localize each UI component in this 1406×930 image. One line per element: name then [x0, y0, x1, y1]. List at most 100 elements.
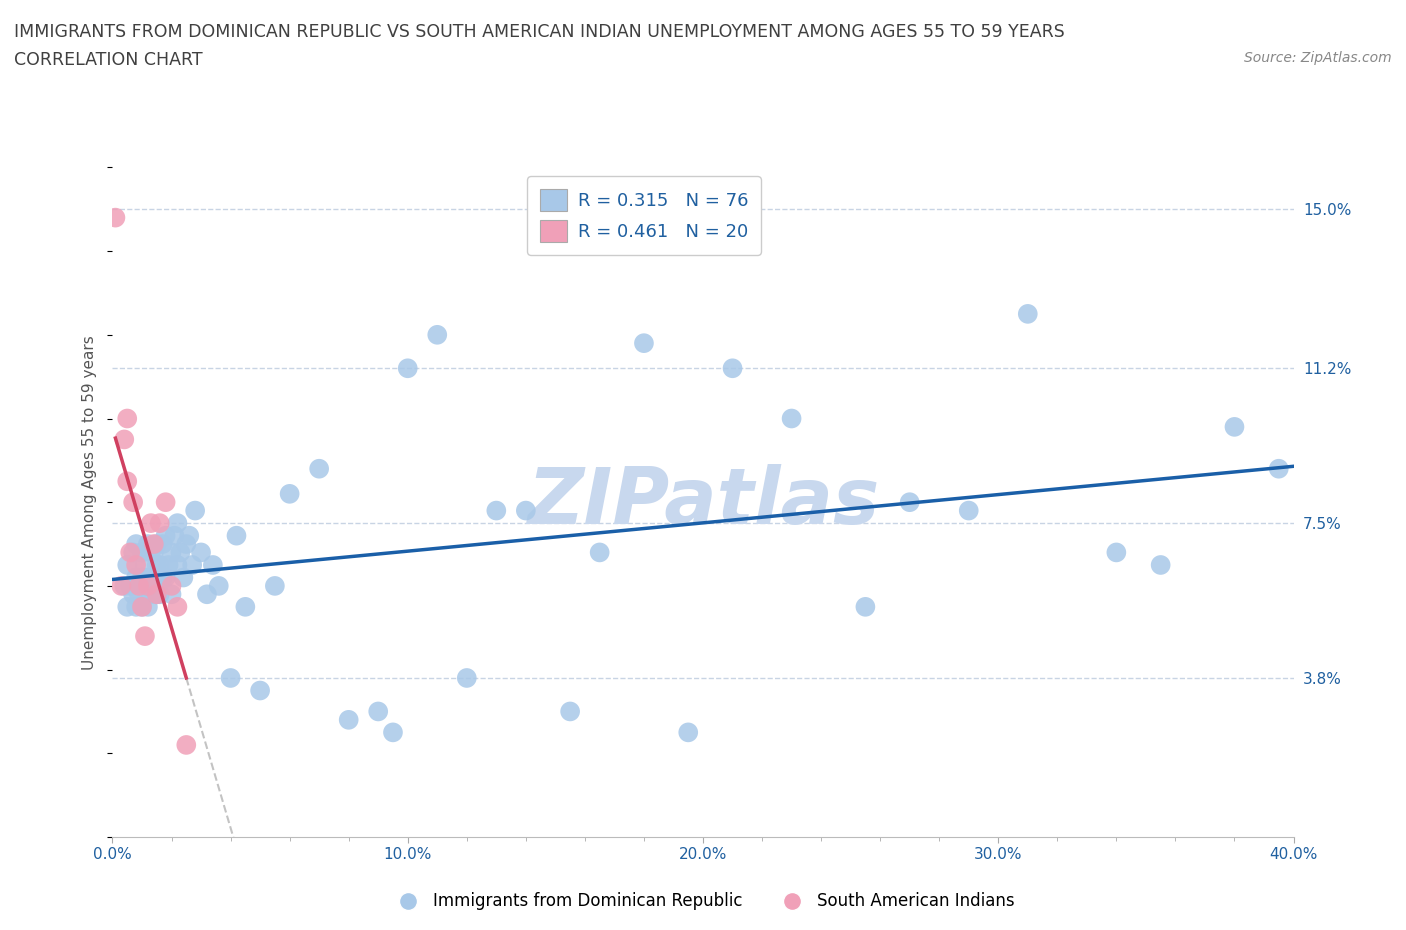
Point: [134, 578, 156, 593]
Point: [160, 545, 183, 560]
Point: [1105, 545, 1128, 560]
Point: [149, 516, 172, 531]
Point: [136, 600, 159, 615]
Point: [160, 587, 183, 602]
Point: [163, 528, 186, 543]
Point: [201, 558, 224, 573]
Point: [149, 558, 172, 573]
Point: [166, 516, 188, 531]
Point: [117, 474, 138, 489]
Point: [225, 528, 247, 543]
Point: [131, 600, 153, 615]
Point: [128, 578, 150, 593]
Point: [125, 537, 148, 551]
Point: [139, 516, 162, 531]
Point: [166, 558, 188, 573]
Point: [426, 327, 449, 342]
Point: [485, 503, 508, 518]
Point: [367, 704, 389, 719]
Text: Source: ZipAtlas.com: Source: ZipAtlas.com: [1244, 51, 1392, 65]
Text: CORRELATION CHART: CORRELATION CHART: [14, 51, 202, 69]
Point: [957, 503, 980, 518]
Point: [110, 578, 132, 593]
Point: [721, 361, 744, 376]
Point: [456, 671, 478, 685]
Point: [190, 545, 212, 560]
Point: [152, 570, 174, 585]
Point: [179, 528, 201, 543]
Point: [169, 545, 191, 560]
Point: [249, 683, 271, 698]
Point: [117, 558, 138, 573]
Point: [1268, 461, 1291, 476]
Point: [174, 537, 197, 551]
Point: [125, 570, 148, 585]
Point: [152, 537, 174, 551]
Point: [181, 558, 204, 573]
Point: [160, 578, 183, 593]
Point: [146, 587, 169, 602]
Point: [122, 545, 145, 560]
Point: [308, 461, 330, 476]
Point: [134, 629, 156, 644]
Point: [1223, 419, 1246, 434]
Point: [134, 558, 156, 573]
Point: [780, 411, 803, 426]
Point: [139, 587, 162, 602]
Point: [633, 336, 655, 351]
Point: [208, 578, 231, 593]
Point: [112, 578, 135, 593]
Point: [146, 537, 169, 551]
Point: [166, 600, 188, 615]
Point: [174, 737, 197, 752]
Point: [131, 570, 153, 585]
Point: [219, 671, 242, 685]
Point: [396, 361, 419, 376]
Point: [125, 600, 148, 615]
Point: [264, 578, 287, 593]
Point: [122, 587, 145, 602]
Point: [233, 600, 256, 615]
Point: [146, 587, 169, 602]
Point: [1150, 558, 1173, 573]
Point: [678, 725, 700, 740]
Point: [104, 210, 127, 225]
Point: [1017, 307, 1039, 322]
Point: [195, 587, 218, 602]
Point: [142, 545, 165, 560]
Point: [515, 503, 537, 518]
Point: [337, 712, 360, 727]
Point: [117, 411, 138, 426]
Point: [588, 545, 610, 560]
Point: [120, 545, 142, 560]
Point: [128, 587, 150, 602]
Point: [149, 587, 172, 602]
Point: [117, 600, 138, 615]
Point: [155, 528, 177, 543]
Point: [172, 570, 194, 585]
Point: [136, 537, 159, 551]
Point: [184, 503, 207, 518]
Legend: R = 0.315   N = 76, R = 0.461   N = 20: R = 0.315 N = 76, R = 0.461 N = 20: [527, 177, 761, 255]
Point: [136, 578, 159, 593]
Legend: Immigrants from Dominican Republic, South American Indians: Immigrants from Dominican Republic, Sout…: [384, 885, 1022, 917]
Point: [558, 704, 582, 719]
Point: [120, 578, 142, 593]
Point: [382, 725, 405, 740]
Point: [142, 537, 165, 551]
Point: [131, 600, 153, 615]
Point: [278, 486, 301, 501]
Point: [142, 570, 165, 585]
Point: [146, 558, 169, 573]
Point: [136, 570, 159, 585]
Point: [139, 545, 162, 560]
Point: [898, 495, 921, 510]
Text: IMMIGRANTS FROM DOMINICAN REPUBLIC VS SOUTH AMERICAN INDIAN UNEMPLOYMENT AMONG A: IMMIGRANTS FROM DOMINICAN REPUBLIC VS SO…: [14, 23, 1064, 41]
Point: [131, 545, 153, 560]
Y-axis label: Unemployment Among Ages 55 to 59 years: Unemployment Among Ages 55 to 59 years: [82, 335, 97, 670]
Point: [157, 558, 180, 573]
Point: [122, 495, 145, 510]
Point: [155, 570, 177, 585]
Text: ZIPatlas: ZIPatlas: [527, 464, 879, 540]
Point: [112, 432, 135, 447]
